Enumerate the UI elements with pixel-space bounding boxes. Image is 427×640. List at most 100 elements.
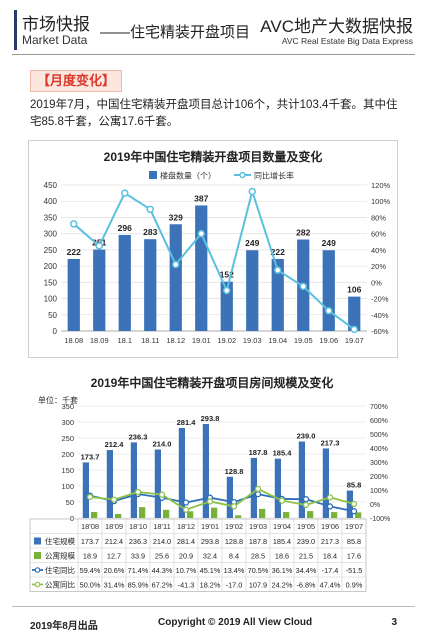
chart2-table-cell: 281.4 [177,537,195,546]
chart2-line-apartment-point [278,497,286,504]
chart2-y2tick: 400% [370,446,388,453]
chart1-bar [322,250,335,331]
chart2-table-cell: 59.4% [80,566,101,575]
chart2-table-header: 18'09 [105,522,123,531]
chart2-ytick: 0 [70,514,74,523]
chart2-bar-apartment [91,511,98,518]
chart2-table-row-label: 公寓规模 [45,551,75,561]
chart1-ytick: 0 [53,327,58,336]
chart2-bar-label: 217.3 [321,438,340,447]
header-divider [12,54,415,55]
chart2-table-cell: 18.4 [323,552,337,561]
chart1-growth-point [95,242,103,250]
chart2-bar-residential [130,442,137,518]
chart2-bar-residential [154,449,161,518]
chart2-line-apartment-point [158,491,166,498]
chart2-line-apartment-point [350,500,358,508]
chart2-table-cell: 10.7% [176,566,197,575]
chart1-bar [348,296,361,331]
chart2-y2tick: 600% [370,418,388,425]
chart2-bar-residential [346,490,353,518]
chart2-bar-apartment [211,507,218,518]
chart1-y2tick: 80% [371,213,386,222]
chart2-table-header: 18'12 [177,522,195,531]
chart2-y2tick: 300% [370,460,388,467]
chart2-table-cell: 18.6 [275,552,289,561]
chart2-line-apartment-point [302,501,310,509]
chart1-bar [246,250,259,331]
chart2-table-header: 19'02 [225,522,243,531]
chart2-table-cell: 239.0 [297,537,315,546]
chart1-growth-point [325,306,333,315]
chart2-bar-label: 212.4 [105,440,125,449]
chart1-ytick: 50 [48,311,57,320]
chart1-growth-line [73,187,355,331]
chart2-title: 2019年中国住宅精装开盘项目房间规模及变化 [91,375,334,390]
footer-date: 2019年8月出品 [30,621,98,632]
chart2-bar-apartment [331,512,338,518]
chart2-table-cell: 24.2% [272,581,293,590]
chart2-bar-apartment [259,508,266,518]
chart1-bar [169,224,182,331]
chart2-table-cell: 85.8 [347,537,361,546]
chart2-bar-apartment [307,511,314,518]
chart1-bar-label: 282 [296,228,310,238]
chart2-table-cell: 34.4% [296,566,317,575]
chart2-table-cell: 217.3 [321,537,339,546]
chart2-table-cell: 293.8 [201,537,219,546]
chart2-table-cell: 8.4 [229,552,239,561]
chart2-bar-label: 239.0 [297,432,316,441]
chart-project-count: 2019年中国住宅精装开盘项目数量及变化 楼盘数量（个） 同比增长率 0 50 100 15… [28,140,398,358]
chart2-bar-residential [274,458,281,518]
chart2-bar-residential [298,441,305,518]
chart2-table-cell: 47.4% [320,581,341,590]
chart2-line-apartment-point [110,496,118,503]
chart2-y2tick: 200% [370,474,388,481]
chart1-growth-point [248,187,256,196]
chart2-table-cell: 185.4 [273,537,291,546]
chart1-xtick: 18.12 [166,336,185,345]
chart2-y2tick: 0% [370,502,380,509]
chart1-bar-label: 329 [169,212,183,222]
chart1-bar-label: 249 [322,238,336,248]
footer-copyright: Copyright © 2019 All View Cloud [158,617,313,628]
chart2-table-cell: -51.5 [346,566,363,575]
brand-subtitle: AVC Real Estate Big Data Express [281,36,413,46]
chart2-table-cell: 20.6% [104,566,125,575]
chart2-table-cell: 128.8 [225,537,243,546]
chart1-ytick: 250 [44,246,58,255]
chart2-table-cell: 173.7 [81,537,99,546]
chart2-table-cell: 236.3 [129,537,147,546]
chart2-table-row-label: 住宅规模 [45,536,75,546]
chart2-table-cell: 13.4% [224,566,245,575]
chart2-bar-label: 173.7 [81,452,100,461]
chart2-bar-apartment [187,511,194,518]
chart2-bar-label: 85.8 [347,481,362,490]
chart2-unit-label: 单位：千套 [38,395,78,405]
chart2-table-cell: 0.9% [346,581,363,590]
chart1-growth-point [223,286,231,295]
header-title-cn: 市场快报 [22,15,90,34]
chart2-table-cell: -41.3 [178,581,195,590]
chart2-bar-residential [250,457,257,518]
chart1-ytick: 150 [44,278,58,287]
header-section-title: ——住宅精装开盘项目 [100,24,251,41]
chart2-bar-residential [178,427,185,518]
chart1-bar-label: 152 [220,270,234,280]
chart1-bar-label: 283 [143,227,157,237]
chart1-bar [271,258,284,331]
chart1-xtick: 19.03 [243,336,262,345]
chart1-y2tick: 0% [371,278,382,287]
chart1-y2tick: 60% [371,230,386,239]
chart2-bar-label: 128.8 [225,467,244,476]
chart2-table-cell: 107.9 [249,581,267,590]
chart1-xtick: 19.05 [294,336,313,345]
section-tag: 【月度变化】 [30,70,123,92]
chart2-table-header: 19'03 [249,522,267,531]
chart1-growth-point [299,282,307,291]
chart2-bar-label: 185.4 [273,449,293,458]
chart2-bar-apartment [115,513,122,518]
chart2-ytick: 250 [61,434,74,443]
chart2-bar-residential [106,450,113,518]
